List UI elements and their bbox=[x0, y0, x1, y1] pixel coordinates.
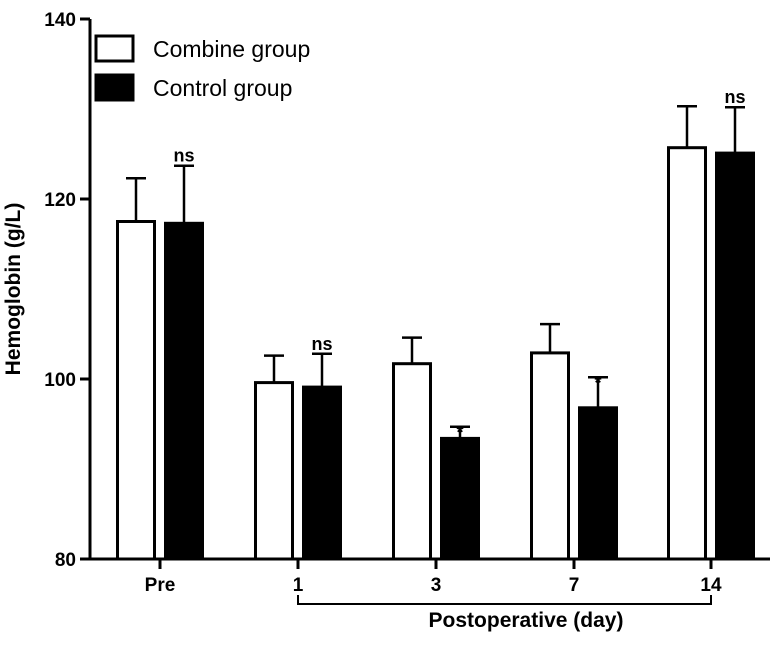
y-tick-label: 100 bbox=[44, 370, 76, 391]
x-tick-label: Pre bbox=[145, 575, 176, 596]
significance-label: ns bbox=[173, 146, 194, 166]
bar-combine-group bbox=[116, 220, 156, 561]
y-axis-title: Hemoglobin (g/L) bbox=[2, 203, 25, 376]
significance-label: * bbox=[594, 373, 601, 393]
postoperative-bracket bbox=[297, 595, 712, 605]
bar-combine-group bbox=[530, 351, 570, 561]
legend-label: Control group bbox=[153, 75, 292, 101]
y-tick-label: 140 bbox=[44, 10, 76, 31]
significance-label: ns bbox=[724, 87, 745, 107]
legend-swatch-combine bbox=[94, 34, 135, 63]
chart-legend: Combine group Control group bbox=[94, 34, 310, 102]
x-axis-title: Postoperative (day) bbox=[429, 609, 624, 632]
bar-control-group bbox=[302, 385, 342, 561]
bar-combine-group bbox=[254, 381, 294, 561]
y-tick-label: 120 bbox=[44, 190, 76, 211]
bar-combine-group bbox=[667, 146, 707, 561]
y-tick-label: 80 bbox=[55, 550, 76, 571]
significance-label: * bbox=[456, 423, 463, 443]
bar-control-group bbox=[440, 436, 480, 561]
significance-label: ns bbox=[311, 334, 332, 354]
legend-swatch-control bbox=[94, 73, 135, 102]
x-tick-label: 3 bbox=[431, 575, 442, 596]
bar-control-group bbox=[578, 406, 618, 561]
bar-control-group bbox=[715, 151, 755, 561]
x-tick-label: 7 bbox=[569, 575, 580, 596]
x-tick-label: 1 bbox=[293, 575, 304, 596]
bar-control-group bbox=[164, 221, 204, 561]
legend-label: Combine group bbox=[153, 36, 310, 62]
x-tick-label: 14 bbox=[700, 575, 722, 596]
bar-combine-group bbox=[392, 362, 432, 561]
chart-bars: ns ns * * ns bbox=[116, 87, 755, 561]
